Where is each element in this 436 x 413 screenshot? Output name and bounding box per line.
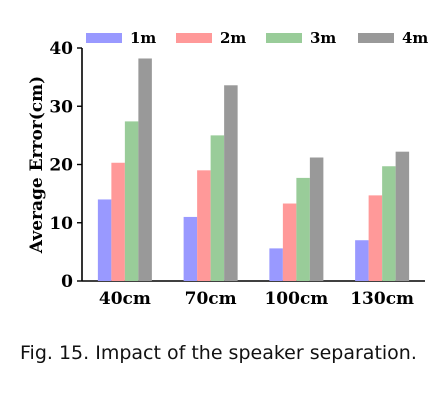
bar-4m-130cm [395,151,410,281]
bar-1m-40cm [97,199,112,281]
legend-swatch-1m [86,33,122,43]
bar-2m-100cm [282,203,297,281]
y-tick-label: 40 [49,39,73,59]
x-tick-label: 130cm [350,289,414,309]
y-tick-label: 30 [49,97,73,117]
x-tick-label: 100cm [264,289,328,309]
legend-label-1m: 1m [130,29,156,47]
bar-3m-70cm [210,135,225,281]
legend-swatch-4m [358,33,394,43]
bar-1m-130cm [355,240,369,281]
bar-4m-70cm [224,85,238,281]
y-tick-label: 10 [49,214,73,234]
y-axis-label: Average Error(cm) [27,76,47,254]
bar-3m-40cm [124,121,139,282]
bar-3m-100cm [296,177,310,281]
bar-2m-40cm [111,162,125,281]
bar-4m-100cm [309,157,324,281]
x-tick-label: 70cm [185,289,237,309]
legend-swatch-2m [176,33,212,43]
bar-1m-70cm [183,216,198,281]
legend-label-2m: 2m [220,29,246,47]
y-tick-label: 0 [61,272,73,292]
legend-swatch-3m [266,33,302,43]
bar-3m-130cm [382,166,396,281]
bar-1m-100cm [269,248,283,281]
bar-4m-40cm [138,58,152,281]
legend-label-3m: 3m [310,29,336,47]
legend-label-4m: 4m [402,29,428,47]
bar-2m-70cm [197,170,211,281]
x-tick-label: 40cm [99,289,151,309]
y-tick-label: 20 [49,156,73,176]
figure-caption: Fig. 15. Impact of the speaker separa­ti… [20,342,417,364]
bar-2m-130cm [368,195,383,281]
